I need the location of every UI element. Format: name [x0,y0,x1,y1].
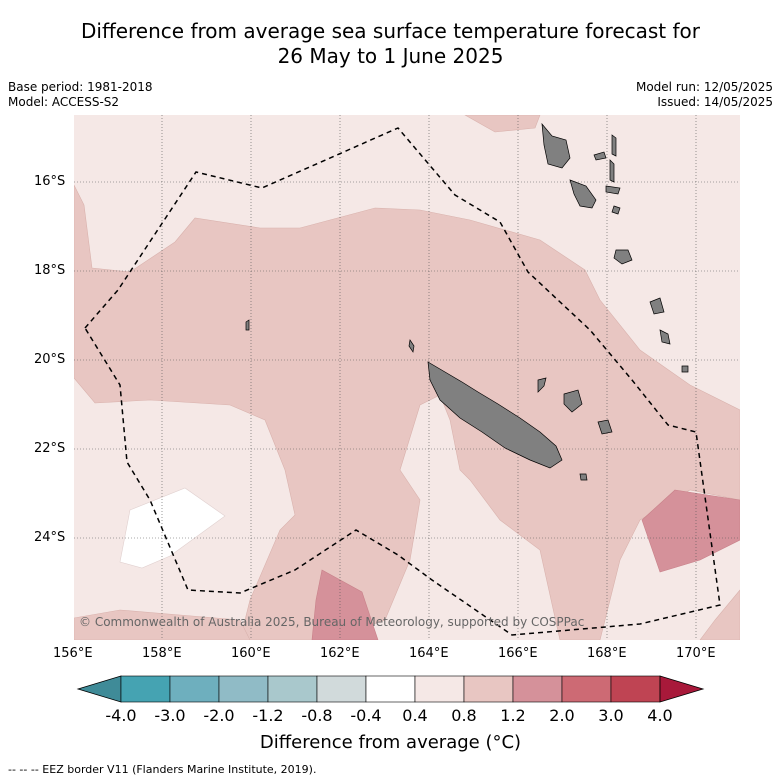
island-epi [611,205,621,215]
island-maewo [611,134,617,157]
island-pentecost [609,159,615,183]
island-belep [408,339,415,353]
colorbar-segment [169,675,220,703]
lon-label-164e: 164°E [409,646,449,661]
lon-label-168e: 168°E [587,646,627,661]
colorbar-tick-label: -4.0 [105,706,136,725]
model-name: Model: ACCESS-S2 [8,95,120,109]
copyright-text: © Commonwealth of Australia 2025, Bureau… [79,615,584,629]
colorbar-tick-label: 0.8 [451,706,476,725]
lat-label-22s: 22°S [34,441,66,456]
lat-label-20s: 20°S [34,352,66,367]
lat-label-18s: 18°S [34,263,66,278]
island-lifou [563,389,583,413]
island-efate [613,249,633,265]
island-tanna [659,329,671,345]
colorbar-tick-label: 3.0 [598,706,623,725]
base-period: Base period: 1981-2018 [8,80,153,94]
colorbar-segment [463,675,514,703]
land [245,122,689,481]
colorbar-segment [218,675,269,703]
anomaly-region-warm-east [641,489,740,573]
colorbar-segment [267,675,318,703]
meta-right: Model run: 12/05/2025 Issued: 14/05/2025 [636,80,773,110]
island-ambrym [605,185,621,195]
island-grande-terre [427,361,563,469]
colorbar-tick-label: 2.0 [549,706,574,725]
colorbar-segment [120,675,171,703]
lon-label-160e: 160°E [231,646,271,661]
colorbar-label: Difference from average (°C) [259,732,522,753]
colorbar-segment [365,675,416,703]
colorbar-tick-label: -1.2 [252,706,283,725]
colorbar: -4.0 -3.0 -2.0 -1.2 -0.8 -0.4 0.4 0.8 1.2 2.0 3.0 4… [76,675,705,725]
lon-label-166e: 166°E [498,646,538,661]
title-line-1: Difference from average sea surface temp… [80,19,700,43]
colorbar-segment [610,675,661,703]
meta-left: Base period: 1981-2018 Model: ACCESS-S2 [8,80,153,110]
island-ouvea [537,377,547,393]
island-aneityum [681,365,689,373]
island-espiritu-santo [541,122,571,169]
colorbar-arrow-high [659,675,705,703]
lon-label-158e: 158°E [142,646,182,661]
lon-label-170e: 170°E [676,646,716,661]
colorbar-segment [414,675,465,703]
colorbar-segment [512,675,563,703]
colorbar-tick-label: -3.0 [154,706,185,725]
colorbar-tick-label: 0.4 [402,706,427,725]
colorbar-tick-label: -2.0 [203,706,234,725]
anomaly-region-medium [74,184,740,640]
colorbar-segment [561,675,612,703]
lon-label-156e: 156°E [53,646,93,661]
colorbar-tick-label: 1.2 [500,706,525,725]
colorbar-tick-label: -0.4 [350,706,381,725]
footnote: -- -- -- EEZ border V11 (Flanders Marine… [8,763,317,776]
anomaly-field: © Commonwealth of Australia 2025, Bureau… [74,115,740,640]
graticule [74,115,740,640]
island-pines [579,473,588,481]
island-malekula [569,179,597,209]
eez-border [84,127,721,636]
colorbar-tick-label: -0.8 [301,706,332,725]
anomaly-region-medium-southeast [699,589,740,640]
chart-title: Difference from average sea surface temp… [0,19,781,69]
island-ambae [593,151,607,161]
anomaly-region-medium-north [464,115,541,133]
lat-label-24s: 24°S [34,530,66,545]
title-line-2: 26 May to 1 June 2025 [277,44,504,68]
colorbar-tick-label: 4.0 [647,706,672,725]
island-small-1 [245,319,250,331]
island-erromango [649,297,665,315]
lat-label-16s: 16°S [34,174,66,189]
model-run: Model run: 12/05/2025 [635,80,773,94]
island-mare [597,419,613,435]
lon-label-162e: 162°E [320,646,360,661]
anomaly-region-neutral [119,487,226,569]
anomaly-region-warm-south [311,569,379,640]
colorbar-segment [316,675,367,703]
issued-date: Issued: 14/05/2025 [657,95,773,109]
colorbar-arrow-low [76,675,122,703]
